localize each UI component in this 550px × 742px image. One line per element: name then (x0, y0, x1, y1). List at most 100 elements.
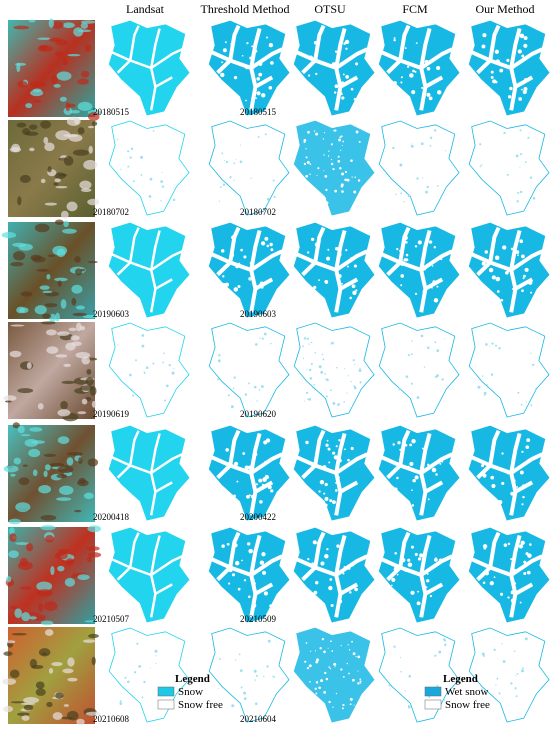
image-texture (37, 589, 53, 597)
snow-speck (322, 138, 325, 140)
snow-speck (355, 656, 357, 658)
snow-speck (491, 342, 494, 345)
snow-speck (129, 156, 132, 159)
snow-speck (333, 662, 337, 666)
image-texture (17, 81, 28, 88)
image-texture (29, 124, 38, 130)
snow-gap (244, 465, 249, 470)
snow-gap (316, 542, 319, 545)
snow-gap (233, 287, 238, 292)
snow-speck (481, 375, 484, 377)
snow-gap (220, 249, 225, 253)
legend-item: Snow (178, 686, 203, 698)
snow-gap (346, 265, 349, 268)
snow-gap (261, 483, 265, 487)
snow-gap (512, 479, 516, 483)
snow-gap (506, 58, 510, 62)
snow-speck (434, 654, 437, 657)
image-texture (70, 335, 80, 341)
snow-speck (524, 637, 528, 641)
snow-gap (433, 558, 438, 562)
image-texture (2, 705, 14, 713)
image-texture (1, 231, 17, 239)
snow-gap (507, 596, 510, 599)
snow-gap (525, 445, 530, 450)
snow-speck (331, 341, 334, 345)
snow-speck (163, 352, 165, 355)
sentinel-date: 20190603 (240, 309, 277, 319)
satellite-image (8, 20, 95, 117)
snow-speck (240, 144, 242, 146)
snow-speck (485, 343, 488, 346)
snow-gap (495, 276, 501, 282)
snow-gap (334, 84, 339, 89)
snow-gap (399, 249, 402, 253)
image-texture (37, 37, 53, 40)
snow-speck (304, 660, 307, 663)
snow-gap (260, 285, 264, 289)
snow-speck (438, 650, 442, 654)
snow-speck (250, 177, 252, 179)
snow-speck (416, 396, 420, 399)
image-texture (20, 434, 31, 437)
image-texture (47, 166, 52, 173)
snow-gap (222, 48, 227, 53)
snow-gap (401, 557, 406, 563)
snow-speck (400, 192, 403, 195)
snow-gap (425, 586, 428, 589)
snow-speck (308, 398, 312, 401)
legend-swatch (424, 699, 442, 710)
snow-speck (131, 388, 133, 390)
snow-speck (221, 152, 224, 155)
snow-speck (343, 401, 345, 403)
snow-speck (308, 368, 312, 372)
snow-speck (522, 667, 524, 670)
column-header: OTSU (314, 2, 346, 16)
snow-gap (407, 465, 410, 469)
image-texture (10, 473, 16, 477)
snow-gap (247, 542, 251, 546)
landsat-date: 20200418 (93, 512, 130, 522)
snow-speck (127, 150, 130, 153)
image-texture (51, 661, 63, 667)
snow-speck (337, 403, 340, 406)
snow-gap (328, 461, 331, 464)
snow-gap (484, 250, 489, 254)
snow-gap (440, 258, 443, 261)
snow-gap (484, 571, 490, 576)
snow-gap (516, 486, 519, 488)
image-texture (39, 285, 50, 290)
image-texture (86, 368, 92, 375)
snow-speck (305, 174, 309, 178)
snow-speck (166, 384, 169, 388)
valley (424, 277, 444, 291)
image-texture (58, 485, 74, 495)
valley (476, 464, 492, 480)
legend-item: Wet snow (445, 686, 488, 698)
snow-speck (273, 195, 276, 199)
image-texture (33, 99, 42, 103)
snow-speck (313, 130, 316, 132)
snow-gap (431, 467, 437, 473)
snow-speck (310, 341, 313, 344)
snow-gap (480, 493, 484, 497)
snow-gap (247, 595, 251, 599)
snow-gap (315, 72, 318, 76)
snow-gap (439, 462, 442, 465)
row (3, 321, 550, 422)
snow-gap (421, 74, 426, 79)
snow-gap (405, 253, 409, 257)
image-texture (9, 527, 15, 535)
snow-speck (173, 367, 175, 369)
snow-speck (344, 178, 347, 182)
snow-gap (341, 282, 343, 285)
snow-gap (224, 41, 227, 44)
snow-gap (436, 90, 442, 95)
snow-speck (359, 678, 362, 681)
snow-speck (320, 370, 324, 374)
landsat-date: 20210608 (93, 714, 130, 724)
snow-speck (357, 682, 360, 685)
column-header: Landsat (126, 2, 165, 16)
snow-gap (243, 255, 247, 259)
snow-speck (516, 200, 519, 203)
